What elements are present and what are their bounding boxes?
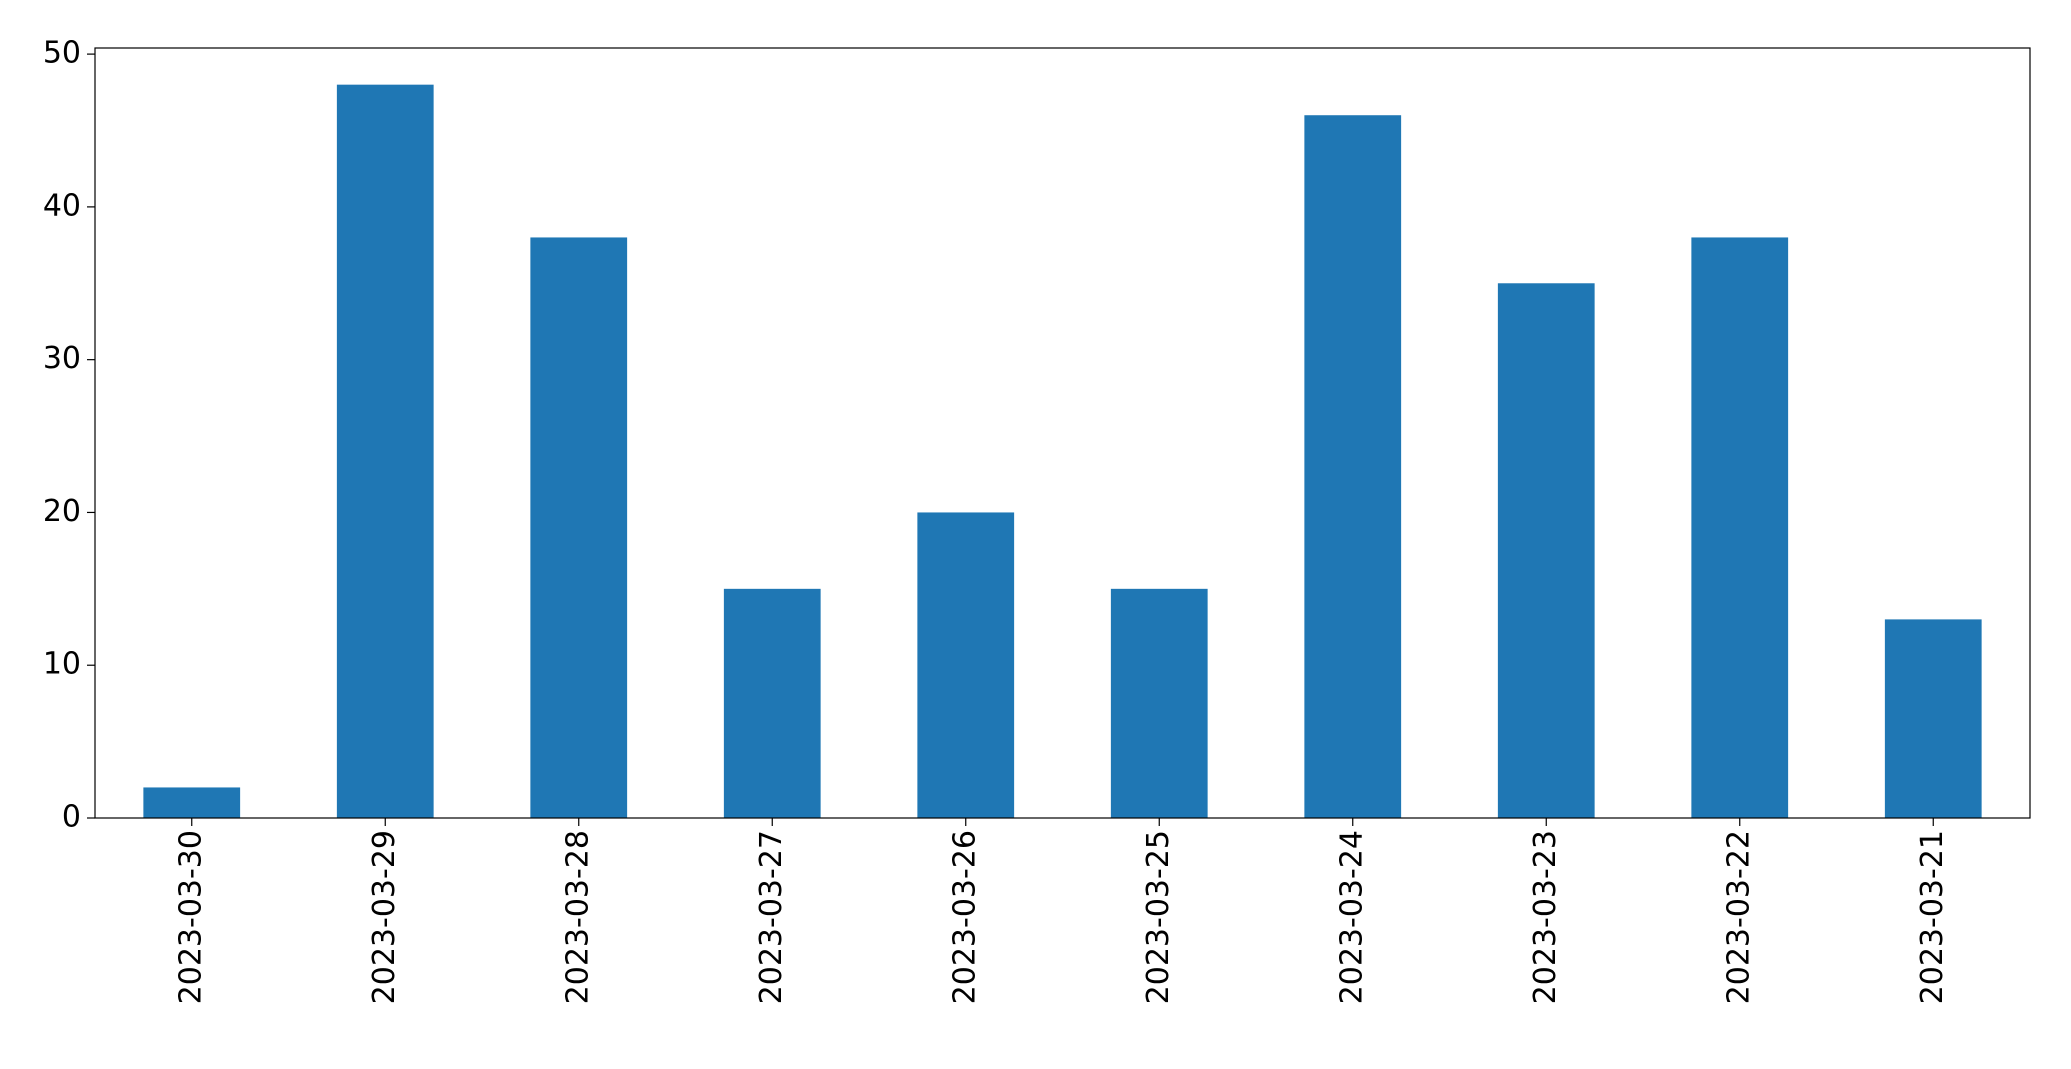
x-tick-label: 2023-03-28 <box>560 830 595 1004</box>
y-tick-label: 10 <box>43 647 81 682</box>
bar <box>917 512 1015 818</box>
y-tick-label: 0 <box>62 800 81 835</box>
bar <box>1497 283 1595 818</box>
x-tick-label: 2023-03-30 <box>173 830 208 1004</box>
y-tick-label: 40 <box>43 188 81 223</box>
bar <box>1691 237 1789 818</box>
x-tick-label: 2023-03-23 <box>1528 830 1563 1004</box>
bar <box>1304 115 1402 818</box>
bar <box>143 787 241 818</box>
x-tick-label: 2023-03-21 <box>1915 830 1950 1004</box>
x-tick-label: 2023-03-29 <box>367 830 402 1004</box>
plot-frame <box>94 47 2031 819</box>
bar <box>1110 588 1208 818</box>
x-tick-label: 2023-03-22 <box>1721 830 1756 1004</box>
x-tick-label: 2023-03-26 <box>947 830 982 1004</box>
x-tick-label: 2023-03-24 <box>1334 830 1369 1004</box>
y-tick-label: 50 <box>43 36 81 71</box>
bar <box>723 588 821 818</box>
x-tick-label: 2023-03-27 <box>754 830 789 1004</box>
y-tick-label: 30 <box>43 341 81 376</box>
bar <box>1884 619 1982 818</box>
y-tick-label: 20 <box>43 494 81 529</box>
bar <box>530 237 628 818</box>
x-tick-label: 2023-03-25 <box>1141 830 1176 1004</box>
bar <box>336 84 434 818</box>
